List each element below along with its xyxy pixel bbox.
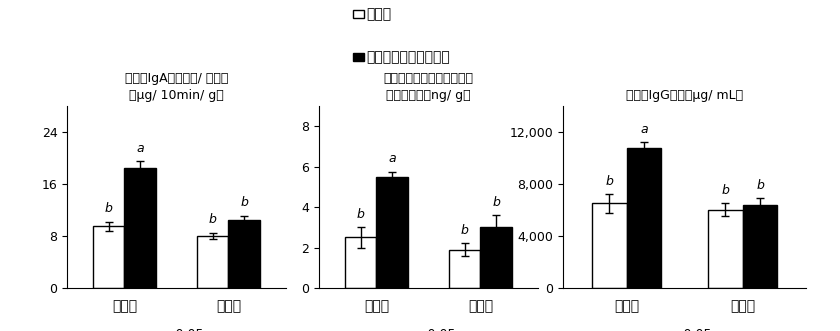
Bar <box>480 227 512 288</box>
Bar <box>228 220 260 288</box>
Text: p = 0.05: p = 0.05 <box>658 328 711 331</box>
Bar <box>708 210 743 288</box>
Text: b: b <box>240 196 248 210</box>
Text: b: b <box>722 184 729 197</box>
Text: b: b <box>209 213 217 226</box>
Bar <box>197 236 228 288</box>
Text: 無繊維: 無繊維 <box>366 7 391 21</box>
Text: b: b <box>756 179 764 192</box>
Bar <box>592 204 627 288</box>
Bar <box>743 205 777 288</box>
Title: 唾液中IgA分泌速度/ 顎下腺
（μg/ 10min/ g）: 唾液中IgA分泌速度/ 顎下腺 （μg/ 10min/ g） <box>124 72 228 102</box>
Text: b: b <box>461 224 469 237</box>
Text: b: b <box>492 196 500 209</box>
Title: 顎下腺チロシンヒドロキシ
ラーゼ濃度（ng/ g）: 顎下腺チロシンヒドロキシ ラーゼ濃度（ng/ g） <box>383 72 474 102</box>
Bar <box>376 177 407 288</box>
Text: b: b <box>105 202 113 215</box>
Text: 低脂肪: 低脂肪 <box>614 299 639 313</box>
Text: b: b <box>357 208 365 221</box>
Text: a: a <box>388 152 396 165</box>
Text: 高脂肪: 高脂肪 <box>216 299 241 313</box>
Bar <box>345 237 376 288</box>
Bar <box>449 250 480 288</box>
Text: 低脂肪: 低脂肪 <box>364 299 389 313</box>
Bar <box>627 148 661 288</box>
Text: 高脂肪: 高脂肪 <box>468 299 493 313</box>
Text: 高脂肪: 高脂肪 <box>730 299 755 313</box>
Bar <box>93 226 124 288</box>
Title: 血清中IgG濃度（μg/ mL）: 血清中IgG濃度（μg/ mL） <box>626 89 743 102</box>
Text: a: a <box>136 142 144 155</box>
Text: p = 0.05: p = 0.05 <box>402 328 455 331</box>
Text: a: a <box>640 123 648 136</box>
Text: 低脂肪: 低脂肪 <box>112 299 137 313</box>
Text: p = 0.05: p = 0.05 <box>150 328 203 331</box>
Text: b: b <box>606 175 613 188</box>
Text: フラクトオリゴ糖添加: フラクトオリゴ糖添加 <box>366 50 450 64</box>
Bar <box>124 168 155 288</box>
